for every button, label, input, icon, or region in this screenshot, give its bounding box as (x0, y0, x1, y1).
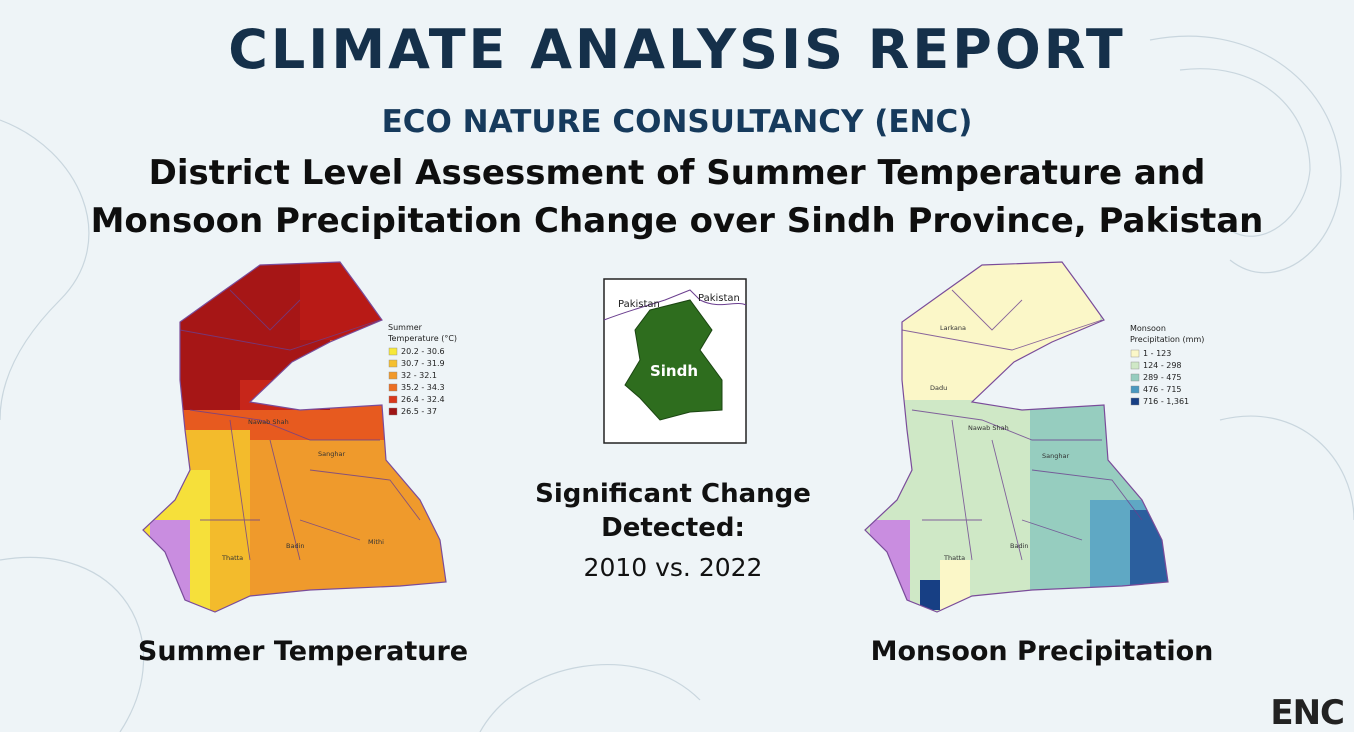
legend-label: 32 - 32.1 (401, 371, 437, 380)
legend-label: 289 - 475 (1143, 373, 1182, 382)
district-label: Thatta (221, 554, 243, 562)
district-label: Badin (286, 542, 305, 550)
background-contours (0, 35, 1354, 732)
legend: 20.2 - 30.6 30.7 - 31.9 32 - 32.1 35.2 - 34… (388, 347, 445, 416)
legend-swatch (388, 359, 398, 368)
organization: ECO NATURE CONSULTANCY (ENC) (382, 104, 973, 140)
precipitation-map: Larkana Dadu Nawab Shah Sanghar Thatta B… (864, 261, 1204, 613)
district-label: Nawab Shah (248, 418, 289, 426)
inset-map: Pakistan Pakistan Sindh (603, 278, 747, 444)
legend-swatch (388, 383, 398, 392)
district-label: Thatta (943, 554, 965, 562)
legend-swatch (1130, 397, 1140, 406)
legend-label: 30.7 - 31.9 (401, 359, 445, 368)
center-period: 2010 vs. 2022 (584, 553, 763, 582)
district-label: Larkana (940, 324, 966, 332)
district-label: Badin (1010, 542, 1029, 550)
subtitle-line: Monsoon Precipitation Change over Sindh … (91, 201, 1264, 241)
center-text: Detected: (601, 513, 745, 543)
legend-label: 20.2 - 30.6 (401, 347, 445, 356)
legend-label: 716 - 1,361 (1143, 397, 1189, 406)
legend-swatch (388, 371, 398, 380)
title: CLIMATE ANALYSIS REPORT (228, 18, 1125, 81)
legend-swatch (388, 347, 398, 356)
legend-swatch (1130, 349, 1140, 358)
map-caption: Summer Temperature (138, 636, 468, 667)
legend-swatch (1130, 373, 1140, 382)
district-label: Nawab Shah (968, 424, 1009, 432)
map-caption: Monsoon Precipitation (871, 636, 1214, 667)
legend-label: 1 - 123 (1143, 349, 1171, 358)
legend: 1 - 123 124 - 298 289 - 475 476 - 715 716 - … (1130, 349, 1189, 406)
inset-label: Pakistan (698, 293, 740, 304)
legend-label: 26.4 - 32.4 (401, 395, 445, 404)
legend-label: 26.5 - 37 (401, 407, 437, 416)
legend-swatch (388, 407, 398, 416)
district-label: Mithi (368, 538, 384, 546)
subtitle-line: District Level Assessment of Summer Temp… (149, 153, 1206, 193)
inset-label: Sindh (650, 362, 698, 380)
legend-label: 124 - 298 (1143, 361, 1182, 370)
legend-swatch (1130, 385, 1140, 394)
district-label: Sanghar (1042, 452, 1069, 460)
inset-label: Pakistan (618, 299, 660, 310)
legend-title: Summer (388, 323, 423, 332)
district-label: Dadu (930, 384, 947, 392)
legend-title: Monsoon (1130, 324, 1166, 333)
temperature-map: Nawab Shah Sanghar Thatta Mithi Badin Su… (142, 261, 457, 613)
legend-swatch (388, 395, 398, 404)
legend-swatch (1130, 361, 1140, 370)
logo: ENC (1270, 693, 1344, 732)
legend-label: 35.2 - 34.3 (401, 383, 445, 392)
legend-label: 476 - 715 (1143, 385, 1182, 394)
legend-title: Precipitation (mm) (1130, 335, 1204, 344)
legend-title: Temperature (°C) (387, 334, 457, 343)
district-label: Sanghar (318, 450, 345, 458)
center-text: Significant Change (535, 479, 811, 509)
